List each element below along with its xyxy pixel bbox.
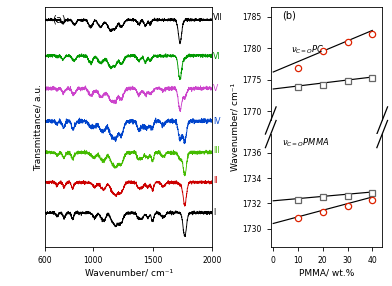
Text: VI: VI [213, 52, 220, 61]
Text: $\nu_{C=O}$PC: $\nu_{C=O}$PC [291, 43, 325, 56]
Text: III: III [213, 146, 220, 155]
X-axis label: Wavenumber/ cm⁻¹: Wavenumber/ cm⁻¹ [85, 268, 173, 277]
Y-axis label: Transmittance/ a.u.: Transmittance/ a.u. [33, 84, 42, 171]
Text: IV: IV [213, 117, 220, 126]
Text: II: II [213, 176, 217, 185]
Text: Wavenumber/ cm⁻¹: Wavenumber/ cm⁻¹ [231, 83, 240, 171]
Text: (a): (a) [52, 14, 65, 24]
Text: I: I [213, 208, 215, 217]
Text: V: V [213, 84, 218, 94]
Text: (b): (b) [282, 11, 296, 21]
Text: VII: VII [213, 13, 223, 23]
X-axis label: PMMA/ wt.%: PMMA/ wt.% [299, 268, 354, 277]
Text: $\nu_{C=O}$PMMA: $\nu_{C=O}$PMMA [282, 136, 329, 149]
